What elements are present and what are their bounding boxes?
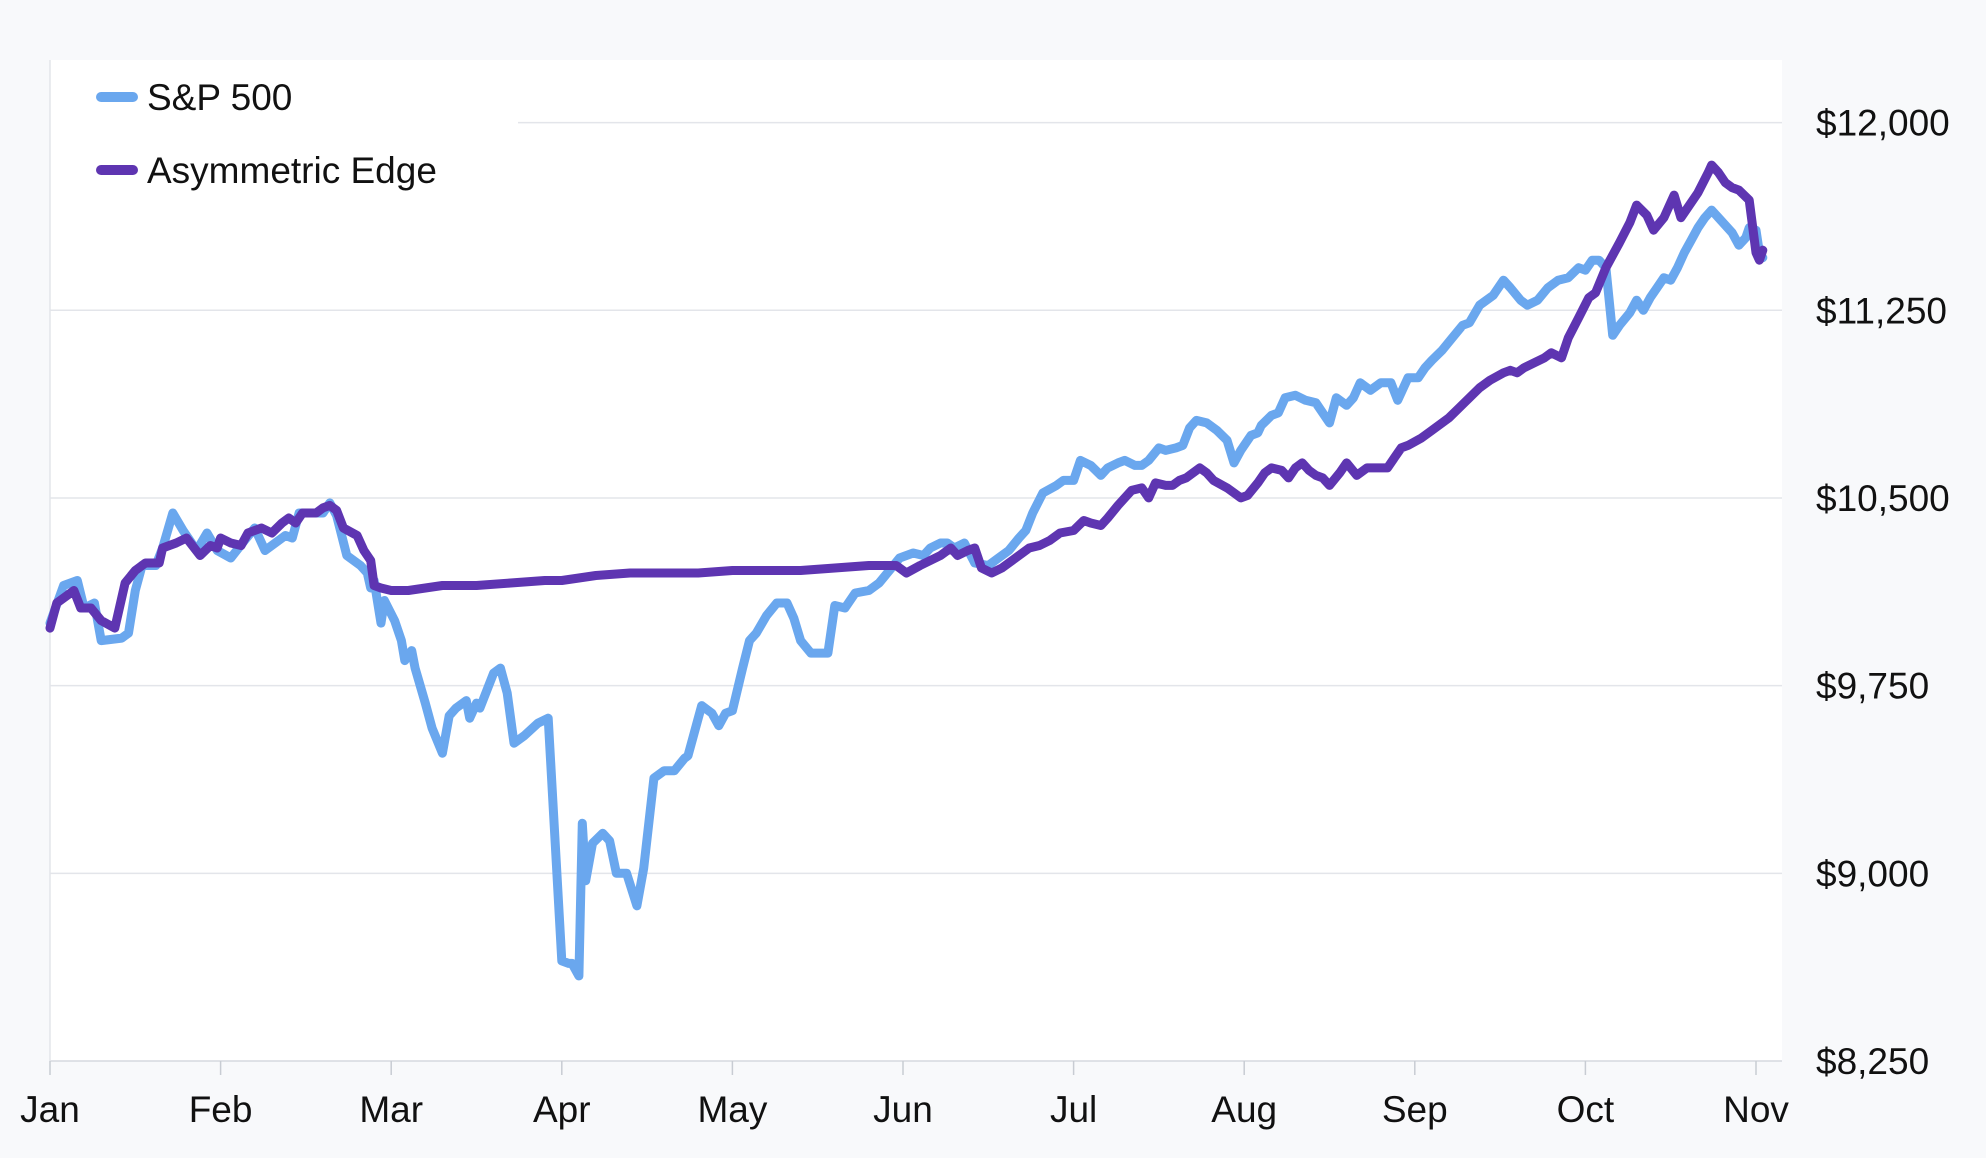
x-tick-label: Feb <box>189 1089 253 1130</box>
legend-label: S&P 500 <box>147 77 292 118</box>
x-tick-label: Jun <box>873 1089 933 1130</box>
y-tick-label: $11,250 <box>1816 290 1947 331</box>
y-tick-label: $10,500 <box>1816 478 1950 519</box>
x-tick-label: Aug <box>1211 1089 1277 1130</box>
y-tick-label: $9,000 <box>1816 853 1929 894</box>
axes: $8,250 $9,000 $9,750 $10,500 $11,250 $12,000 J… <box>20 60 1950 1130</box>
legend-label: Asymmetric Edge <box>147 150 437 191</box>
x-tick-label: Oct <box>1557 1089 1615 1130</box>
y-tick-label: $12,000 <box>1816 103 1950 144</box>
x-tick-label: Mar <box>359 1089 423 1130</box>
x-tick-label: May <box>697 1089 767 1130</box>
x-tick-label: Jul <box>1050 1089 1097 1130</box>
y-tick-label: $9,750 <box>1816 666 1929 707</box>
grid <box>50 121 1782 875</box>
series-line-sp500 <box>45 205 1768 981</box>
x-tick-label: Nov <box>1723 1089 1789 1130</box>
y-tick-label: $8,250 <box>1816 1041 1929 1082</box>
plot-background <box>50 60 1782 1061</box>
series-line-asymmetric-edge <box>45 160 1768 633</box>
legend: S&P 500 Asymmetric Edge <box>96 77 437 191</box>
series-group <box>45 160 1768 981</box>
x-tick-label: Sep <box>1382 1089 1448 1130</box>
x-tick-label: Jan <box>20 1089 80 1130</box>
x-tick-label: Apr <box>533 1089 591 1130</box>
